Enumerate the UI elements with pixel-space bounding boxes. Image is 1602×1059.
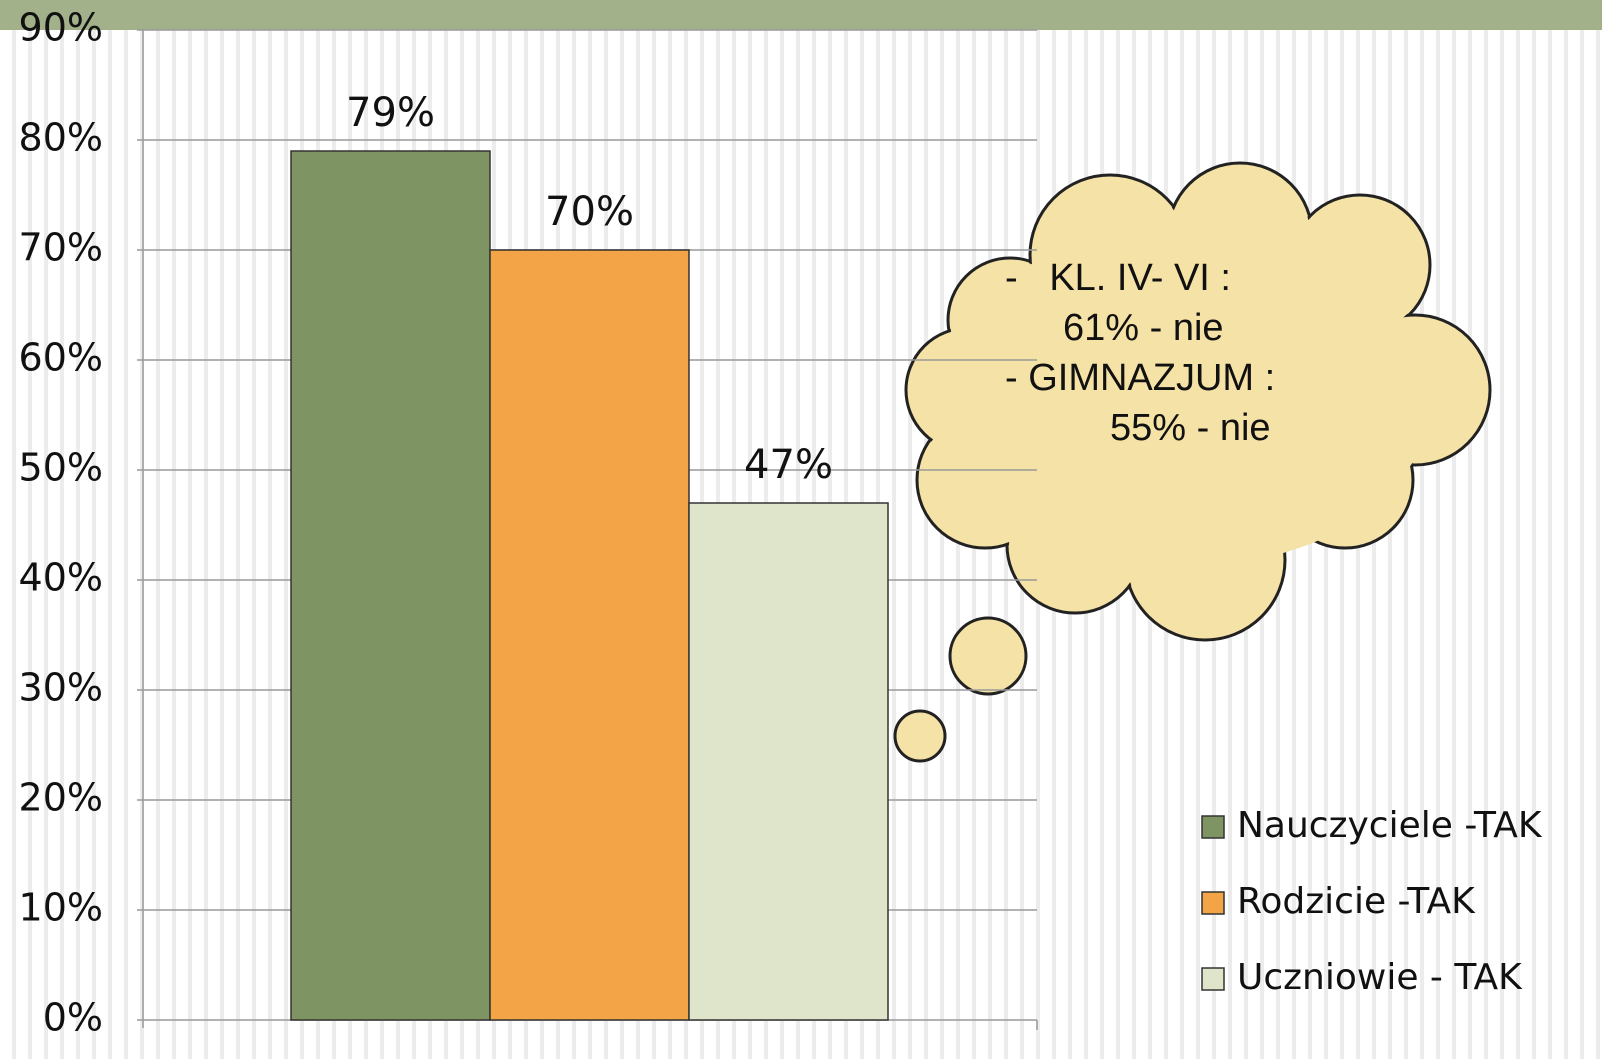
annotation-line: - KL. IV- VI :	[1005, 257, 1231, 299]
value-label: 47%	[744, 442, 833, 488]
y-tick-label: 80%	[19, 116, 103, 160]
annotation-line: - GIMNAZJUM :	[1005, 357, 1275, 399]
callout-cloud: - KL. IV- VI : 61% - nie - GIMNAZJUM : 55% …	[856, 161, 1492, 811]
legend-label: Nauczyciele -TAK	[1237, 805, 1543, 846]
y-tick-label: 40%	[19, 556, 103, 600]
thought-bubble	[893, 709, 947, 763]
y-tick-label: 60%	[19, 336, 103, 380]
cloud-core	[960, 235, 1430, 565]
bar	[688, 502, 889, 1021]
value-label: 70%	[545, 189, 634, 235]
thought-bubble	[948, 616, 1028, 696]
bar	[290, 150, 491, 1021]
y-tick-label: 30%	[19, 666, 103, 710]
legend-swatch	[1201, 967, 1225, 991]
y-tick-label: 70%	[19, 226, 103, 270]
y-tick-label: 90%	[19, 6, 103, 50]
y-tick-label: 50%	[19, 446, 103, 490]
y-tick-label: 20%	[19, 776, 103, 820]
top-band	[0, 0, 1602, 30]
legend-swatch	[1201, 815, 1225, 839]
legend-label: Rodzicie -TAK	[1237, 881, 1476, 922]
value-label: 79%	[346, 90, 435, 136]
bar	[489, 249, 690, 1021]
annotation-line: 61% - nie	[1063, 307, 1224, 349]
annotation-line: 55% - nie	[1110, 407, 1271, 449]
legend-label: Uczniowie - TAK	[1237, 957, 1523, 998]
legend-swatch	[1201, 891, 1225, 915]
y-tick-label: 0%	[43, 996, 103, 1040]
y-tick-label: 10%	[19, 886, 103, 930]
